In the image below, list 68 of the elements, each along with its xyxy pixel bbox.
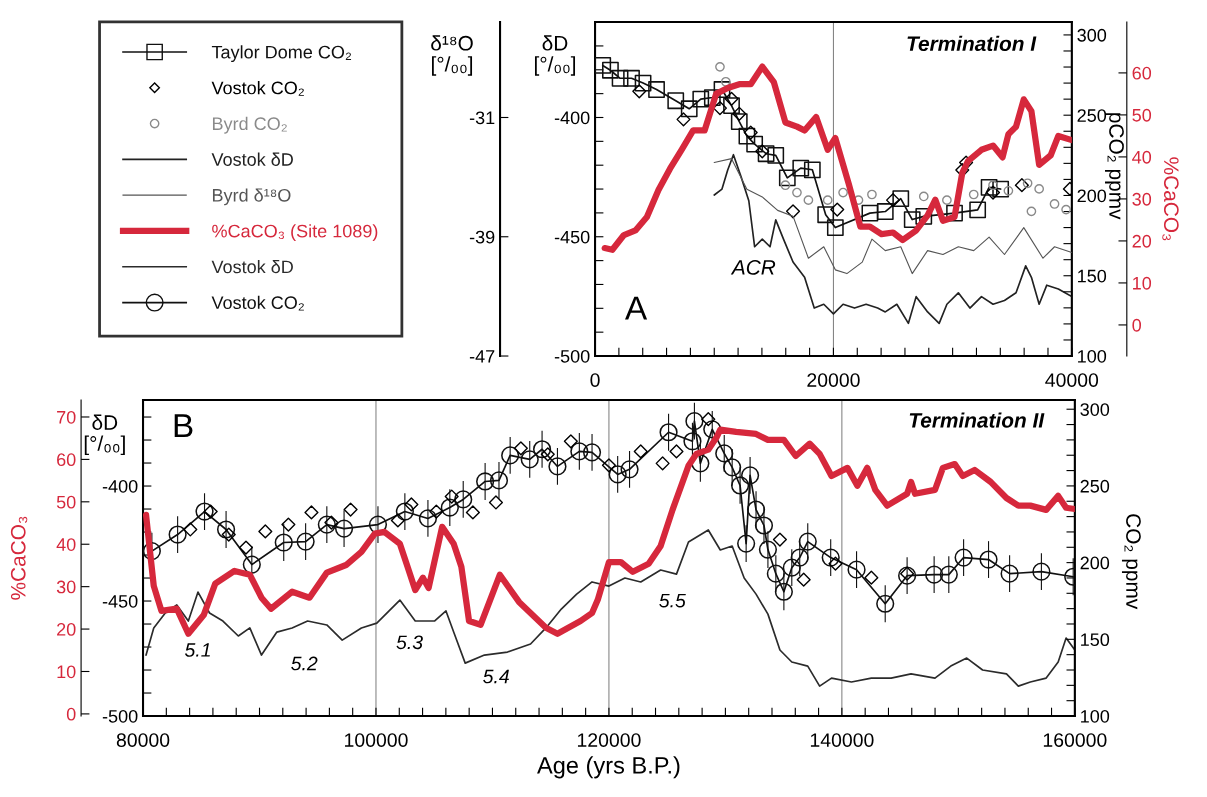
- y-tick-label: -400: [554, 111, 590, 125]
- annotation: 5.2: [291, 656, 318, 671]
- annotation: Termination II: [909, 412, 1045, 428]
- y2-axis-title: CO₂ ppmv: [1121, 514, 1141, 610]
- y3-axis-title: %CaCO₃: [10, 516, 28, 600]
- y2-axis-title: pCO₂ ppmv: [1105, 113, 1124, 220]
- annotation: 5.5: [659, 593, 686, 608]
- text: Vostok δD: [211, 259, 293, 274]
- x-tick-label: 80000: [116, 733, 170, 747]
- legend-label: Vostok CO₂: [211, 295, 304, 311]
- y3-tick-label: 70: [57, 410, 76, 424]
- legend-label: Vostok δD: [211, 152, 293, 166]
- x-tick-label: 40000: [1045, 373, 1099, 387]
- y2-tick-label: 100: [1078, 349, 1107, 363]
- y3-tick-label: 60: [57, 453, 76, 467]
- annotation: Termination I: [907, 35, 1037, 52]
- annotation: 5.3: [396, 635, 423, 650]
- x-tick-label: 20000: [807, 373, 860, 387]
- annotation: A: [625, 296, 648, 320]
- y3-tick-label: 0: [66, 707, 76, 721]
- y2-tick-label: 300: [1077, 28, 1107, 42]
- legend-label: %CaCO₃ (Site 1089): [212, 224, 378, 242]
- y-tick-label: -450: [102, 594, 138, 608]
- y-tick-label: -47: [469, 350, 495, 363]
- annotation: B: [174, 414, 193, 438]
- y2-axis-title: %CaCO₃: [1162, 157, 1179, 241]
- y2-tick-label: 0: [1132, 318, 1142, 332]
- y3-tick-label: 20: [57, 623, 76, 636]
- annotation: 5.4: [483, 669, 509, 684]
- y-tick-label: -500: [554, 349, 590, 363]
- y2-tick-label: 250: [1080, 479, 1110, 493]
- y-tick-label: -39: [469, 230, 495, 244]
- y2-tick-label: 50: [1132, 108, 1152, 122]
- text: Byrd CO₂: [212, 116, 287, 134]
- x-tick-label: 100000: [345, 733, 408, 747]
- y2-tick-label: 40: [1132, 150, 1152, 164]
- y3-tick-label: 50: [56, 495, 76, 509]
- y2-tick-label: 250: [1077, 109, 1107, 122]
- y-axis-title: δD [°/₀₀]: [534, 35, 576, 76]
- y2-tick-label: 20: [1132, 234, 1152, 248]
- y3-tick-label: 30: [56, 580, 76, 594]
- y-tick-label: -500: [102, 709, 138, 723]
- text: Vostok CO₂: [211, 81, 304, 96]
- x-tick-label: 140000: [810, 733, 874, 747]
- y-tick-label: -400: [102, 479, 138, 493]
- y2-tick-label: 10: [1133, 276, 1152, 290]
- y-axis-title: δ¹⁸O [°/₀₀]: [431, 35, 473, 76]
- y2-tick-label: 30: [1132, 192, 1152, 206]
- y2-tick-label: 200: [1080, 556, 1110, 570]
- legend-label: Byrd δ¹⁸O: [212, 188, 291, 206]
- annotation: 5.1: [184, 643, 210, 657]
- y-axis-title: δD [°/₀₀]: [84, 414, 125, 455]
- x-tick-label: 120000: [577, 733, 641, 747]
- x-tick-label: 160000: [1043, 733, 1107, 747]
- y3-tick-label: 10: [57, 665, 76, 679]
- y2-tick-label: 60: [1132, 66, 1152, 80]
- x-tick-label: 0: [590, 373, 600, 387]
- annotation: ACR: [730, 260, 776, 275]
- y-tick-label: -31: [469, 111, 495, 125]
- y2-tick-label: 150: [1081, 633, 1110, 647]
- y2-tick-label: 200: [1077, 189, 1107, 203]
- legend-label: Taylor Dome CO₂: [211, 45, 352, 63]
- y2-tick-label: 300: [1080, 403, 1110, 416]
- y-tick-label: -450: [554, 230, 590, 244]
- y2-tick-label: 150: [1078, 269, 1107, 283]
- y3-tick-label: 40: [56, 538, 76, 551]
- x-axis-title: Age (yrs B.P.): [537, 756, 680, 779]
- y2-tick-label: 100: [1081, 709, 1110, 723]
